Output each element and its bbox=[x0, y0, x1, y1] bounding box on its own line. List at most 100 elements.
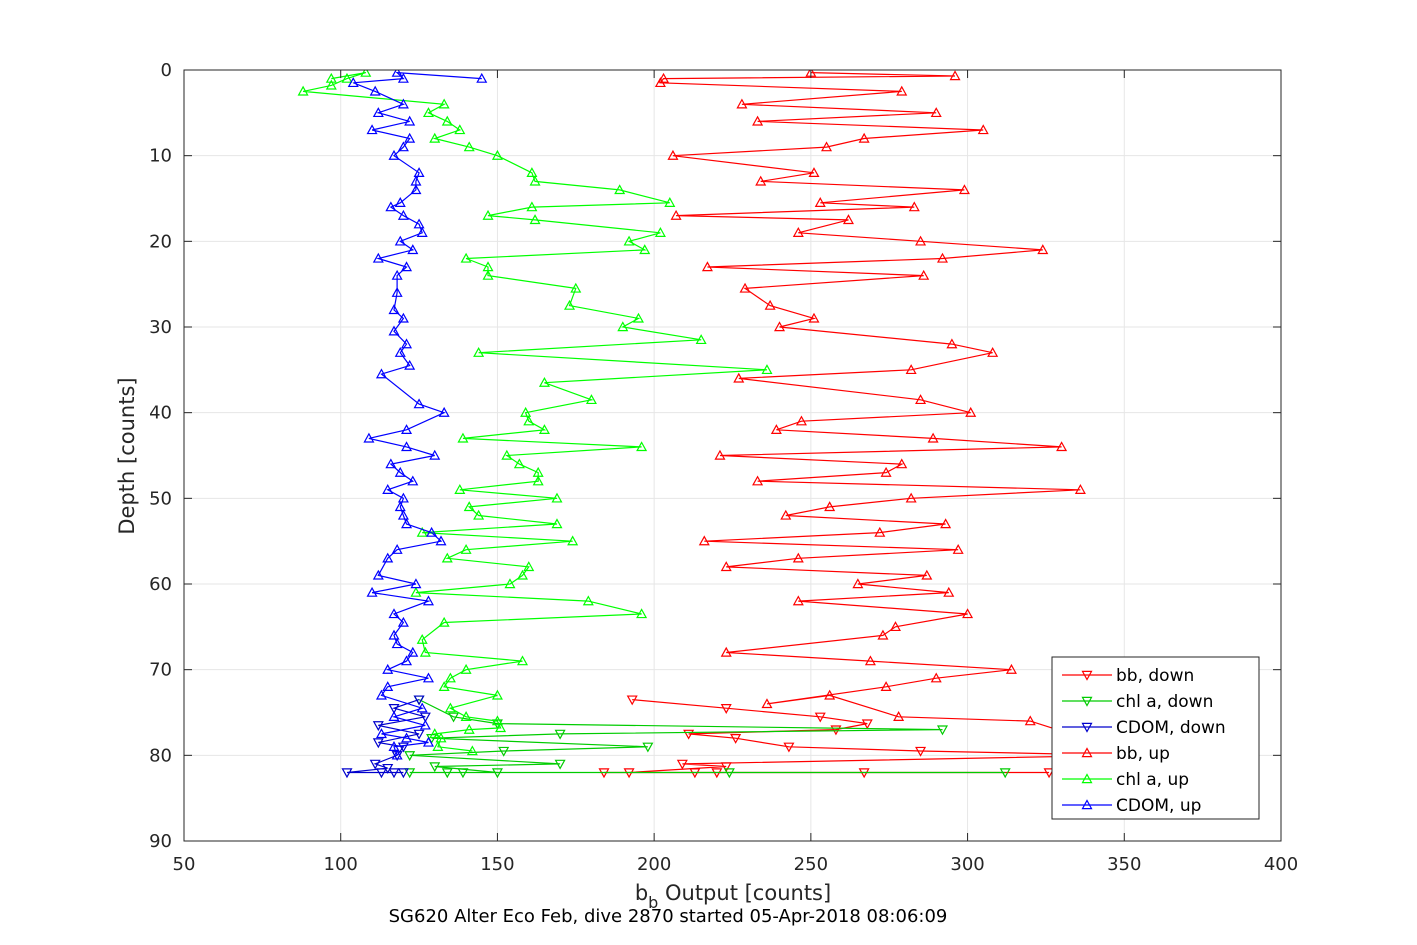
data-point bbox=[918, 269, 930, 280]
y-tick-label: 90 bbox=[149, 831, 172, 852]
data-point bbox=[792, 552, 804, 563]
x-axis-label: bb Output [counts] bbox=[635, 881, 831, 912]
data-point bbox=[416, 702, 428, 713]
data-point bbox=[460, 663, 472, 674]
data-point bbox=[538, 424, 550, 434]
data-point bbox=[830, 725, 842, 736]
data-point bbox=[454, 484, 466, 494]
data-point bbox=[861, 719, 873, 730]
data-point bbox=[460, 543, 472, 554]
y-tick-label: 70 bbox=[149, 660, 172, 681]
data-point bbox=[752, 115, 764, 126]
data-point bbox=[720, 646, 732, 657]
data-point bbox=[526, 201, 538, 212]
legend-entry: chl a, down bbox=[1116, 692, 1213, 712]
data-point bbox=[463, 501, 475, 512]
x-tick-label: 150 bbox=[480, 854, 514, 875]
data-point bbox=[582, 595, 594, 606]
legend-entry: bb, up bbox=[1116, 744, 1170, 764]
series-line bbox=[409, 699, 1006, 774]
data-point bbox=[463, 723, 475, 734]
data-point bbox=[896, 85, 908, 96]
data-point bbox=[416, 526, 428, 537]
data-point bbox=[432, 741, 444, 751]
series-group bbox=[654, 70, 1130, 756]
legend-entry: chl a, up bbox=[1116, 770, 1189, 790]
ticks: 50 100 150 200 250 300 350 400 0 10 20 30 40 50 60 70 80… bbox=[149, 60, 1298, 875]
data-point bbox=[495, 722, 507, 733]
y-tick-label: 0 bbox=[161, 60, 172, 81]
data-point bbox=[401, 338, 413, 349]
data-point bbox=[667, 149, 679, 160]
data-point bbox=[394, 197, 406, 207]
data-point bbox=[889, 621, 902, 632]
data-point bbox=[388, 304, 400, 315]
data-point bbox=[457, 432, 469, 443]
data-point bbox=[739, 282, 751, 293]
data-point bbox=[516, 569, 529, 580]
data-point bbox=[658, 72, 670, 83]
data-point bbox=[520, 406, 532, 417]
legend-marker bbox=[1081, 773, 1093, 784]
y-tick-label: 50 bbox=[149, 488, 172, 509]
data-point bbox=[504, 578, 516, 589]
data-point bbox=[388, 608, 400, 619]
data-point bbox=[915, 394, 927, 405]
data-point bbox=[987, 346, 999, 357]
data-point bbox=[401, 655, 413, 666]
legend-marker bbox=[1081, 670, 1093, 681]
data-point bbox=[438, 406, 450, 417]
data-point bbox=[538, 376, 550, 387]
data-point bbox=[404, 751, 416, 762]
data-point bbox=[905, 364, 917, 375]
data-point bbox=[720, 762, 732, 773]
data-point bbox=[874, 526, 886, 537]
data-point bbox=[404, 359, 416, 370]
data-point bbox=[563, 299, 576, 310]
data-point bbox=[501, 449, 513, 460]
data-point bbox=[783, 742, 795, 753]
data-point bbox=[435, 535, 447, 546]
data-point bbox=[730, 733, 742, 744]
data-point bbox=[770, 424, 782, 434]
data-point bbox=[927, 432, 939, 443]
data-point bbox=[940, 518, 952, 529]
data-point bbox=[366, 586, 378, 597]
data-point bbox=[752, 475, 764, 486]
data-point bbox=[864, 655, 876, 666]
data-point bbox=[733, 372, 745, 383]
data-point bbox=[554, 729, 566, 740]
legend-entry: CDOM, up bbox=[1116, 796, 1201, 816]
data-point bbox=[905, 492, 917, 503]
data-point bbox=[529, 175, 541, 186]
series-line bbox=[353, 71, 482, 756]
data-point bbox=[325, 72, 337, 83]
data-point bbox=[391, 749, 403, 760]
data-point bbox=[460, 711, 472, 721]
data-point bbox=[438, 616, 450, 627]
data-point bbox=[416, 633, 428, 644]
data-point bbox=[419, 712, 431, 723]
data-point bbox=[808, 312, 820, 323]
data-point bbox=[701, 261, 713, 272]
data-point bbox=[382, 663, 394, 674]
data-point bbox=[852, 578, 864, 589]
data-point bbox=[366, 124, 378, 135]
data-point bbox=[429, 728, 441, 739]
data-point bbox=[482, 209, 494, 220]
data-point bbox=[372, 107, 384, 118]
data-point bbox=[444, 702, 456, 713]
data-point bbox=[375, 368, 387, 379]
legend-marker bbox=[1081, 722, 1093, 733]
data-point bbox=[773, 321, 786, 332]
data-point bbox=[372, 738, 384, 749]
data-point bbox=[880, 466, 892, 477]
data-point bbox=[780, 509, 792, 520]
data-point bbox=[936, 252, 949, 263]
series-group bbox=[347, 70, 488, 760]
data-point bbox=[347, 77, 359, 88]
data-point bbox=[388, 711, 400, 721]
data-point bbox=[375, 689, 387, 700]
data-point bbox=[551, 492, 563, 503]
data-point bbox=[567, 535, 579, 546]
